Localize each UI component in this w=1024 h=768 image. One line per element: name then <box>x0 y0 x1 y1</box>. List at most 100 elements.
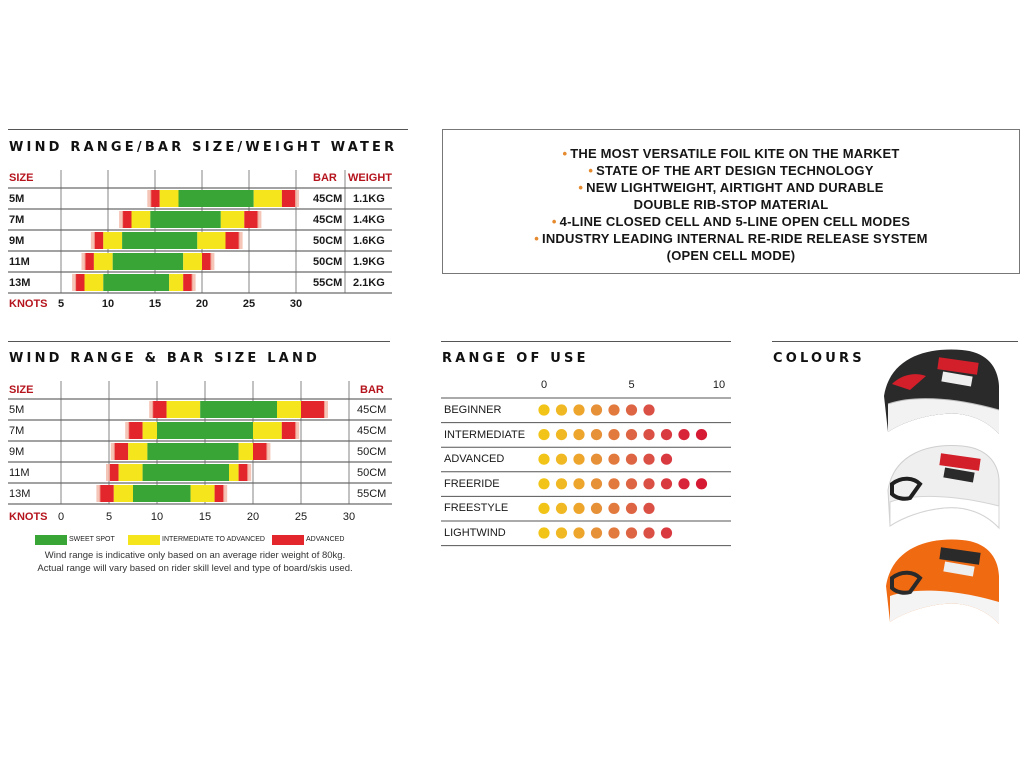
bullet-dot-icon: • <box>534 231 540 246</box>
feature-text: NEW LIGHTWEIGHT, AIRTIGHT AND DURABLE <box>586 180 884 195</box>
range-dot <box>590 404 603 416</box>
feature-text: THE MOST VERSATILE FOIL KITE ON THE MARK… <box>570 146 900 161</box>
range-dot <box>643 527 655 539</box>
wind-bar-segment <box>178 190 254 207</box>
range-dot <box>538 527 550 539</box>
bar-fade-right <box>210 253 215 270</box>
weight-label: 2.1KG <box>353 276 385 289</box>
range-row-label: FREESTYLE <box>444 502 509 515</box>
range-title-rule <box>441 341 731 342</box>
knots-tick-label: 5 <box>105 511 113 523</box>
kite-black-icon <box>884 349 1000 434</box>
range-row-label: INTERMEDIATE <box>444 428 526 441</box>
range-dot <box>608 478 620 490</box>
knots-tick-label: 30 <box>342 511 356 523</box>
weight-label: 1.6KG <box>353 234 385 247</box>
wind-bar-segment <box>103 274 170 291</box>
bar-fade-right <box>324 401 328 418</box>
range-dot <box>555 453 568 465</box>
bar-size-label: 55CM <box>357 487 387 500</box>
size-label: 9M <box>9 234 25 247</box>
knots-tick-label: 15 <box>198 511 212 523</box>
size-label: 9M <box>9 445 25 458</box>
bullet-dot-icon: • <box>578 180 584 195</box>
range-dot <box>625 429 638 441</box>
weight-label: 1.4KG <box>353 213 385 226</box>
legend-sweet-label: SWEET SPOT <box>69 536 115 543</box>
wind-bar-segment <box>190 485 215 502</box>
wind-bar-segment <box>113 443 129 460</box>
bar-fade-right <box>247 464 252 481</box>
range-of-use-chart: 0 5 10 BEGINNER INTERMEDIATE ADVANCED FREERIDE… <box>441 379 731 547</box>
range-dot <box>678 478 690 490</box>
wind-bar-segment <box>84 253 94 270</box>
feature-line: • THE MOST VERSATILE FOIL KITE ON THE MAR… <box>443 145 1019 162</box>
wind-bar-segment <box>183 274 193 291</box>
wind-bar-segment <box>229 464 239 481</box>
wind-bar-segment <box>128 422 143 439</box>
range-dot <box>678 429 690 441</box>
wind-bar-segment <box>281 422 297 439</box>
wind-bar-segment <box>238 464 249 481</box>
kite-white-image <box>884 440 1002 530</box>
wind-bar-segment <box>238 443 253 460</box>
bar-fade-left <box>106 464 110 481</box>
wind-bar-segment <box>166 401 201 418</box>
wind-bar-segment <box>103 232 123 249</box>
range-dot <box>643 478 655 490</box>
water-title-rule <box>8 129 408 130</box>
wind-bar-segment <box>99 485 114 502</box>
wind-bar-segment <box>277 401 301 418</box>
bullet-dot-icon: • <box>551 214 557 229</box>
legend-intermediate-label: INTERMEDIATE TO ADVANCED <box>162 536 265 543</box>
bar-fade-left <box>81 253 86 270</box>
weight-label: 1.9KG <box>353 255 385 268</box>
range-dot <box>555 429 568 441</box>
wind-bar-segment <box>152 401 167 418</box>
land-title-rule <box>8 341 390 342</box>
legend-intermediate-swatch <box>128 535 160 545</box>
bar-size-label: 50CM <box>357 466 387 479</box>
knots-tick-label: 20 <box>195 298 209 310</box>
wind-bar-segment <box>159 190 179 207</box>
bar-fade-left <box>96 485 101 502</box>
wind-bar-segment <box>214 485 225 502</box>
water-chart-title: WIND RANGE/BAR SIZE/WEIGHT WATER <box>9 140 398 155</box>
bar-fade-right <box>295 190 299 207</box>
feature-line: • INDUSTRY LEADING INTERNAL RE-RIDE RELEA… <box>443 230 1019 247</box>
range-dot <box>608 453 620 465</box>
legend-advanced-swatch <box>272 535 304 545</box>
range-dot <box>625 478 638 490</box>
water-weight-header: WEIGHT <box>348 172 392 184</box>
wind-bar-segment <box>112 253 184 270</box>
water-bar-header: BAR <box>313 172 337 184</box>
range-tick-label: 0 <box>540 379 548 391</box>
wind-bar-segment <box>183 253 202 270</box>
feature-text: DOUBLE RIB-STOP MATERIAL <box>633 197 829 212</box>
bar-size-label: 50CM <box>313 234 343 247</box>
bar-size-label: 45CM <box>357 403 387 416</box>
range-dot <box>555 527 568 539</box>
wind-bar-segment <box>122 211 132 228</box>
size-label: 7M <box>9 213 25 226</box>
wind-bar-segment <box>225 232 240 249</box>
range-dot <box>538 429 550 441</box>
size-label: 7M <box>9 424 25 437</box>
feature-text: 4-LINE CLOSED CELL AND 5-LINE OPEN CELL … <box>559 214 911 229</box>
range-row-label: FREERIDE <box>444 477 500 490</box>
range-dot <box>695 429 708 441</box>
range-dot <box>660 527 673 539</box>
legend-sweet-swatch <box>35 535 67 545</box>
bar-size-label: 55CM <box>313 276 343 289</box>
wind-bar-segment <box>133 485 191 502</box>
wind-bar-segment <box>109 464 119 481</box>
knots-tick-label: 25 <box>294 511 308 523</box>
land-note-line1: Wind range is indicative only based on a… <box>44 550 346 561</box>
size-label: 11M <box>9 466 30 479</box>
range-dot <box>573 527 585 539</box>
feature-text: INDUSTRY LEADING INTERNAL RE-RIDE RELEAS… <box>542 231 928 246</box>
bar-fade-right <box>266 443 271 460</box>
wind-bar-segment <box>122 232 198 249</box>
water-wind-range-chart: SIZE BAR WEIGHT KNOTS 5M 45CM 1.1KG 7M 45CM 1… <box>0 0 410 320</box>
bar-fade-right <box>191 274 196 291</box>
